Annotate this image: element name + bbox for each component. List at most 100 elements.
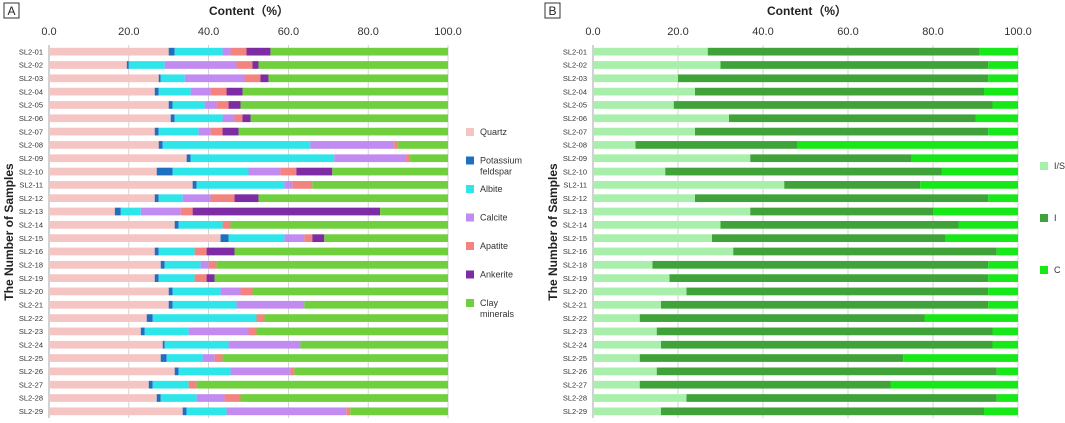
panel-b-bar-i-s — [593, 287, 687, 296]
panel-a-bar-potassium-feldspar — [154, 87, 159, 96]
panel-b-bar-c — [988, 194, 1018, 203]
panel-b-bar-i-s — [593, 207, 751, 216]
panel-a-bar-potassium-feldspar — [140, 327, 145, 336]
panel-a-bar-ankerite — [226, 87, 243, 96]
panel-a-bar-clay-minerals — [332, 167, 448, 176]
panel-b-category-label: SL2-25 — [563, 354, 587, 363]
panel-a-bar-clay-minerals — [250, 114, 448, 123]
panel-a-bar-albite — [196, 181, 285, 189]
panel-a-bar-potassium-feldspar — [174, 220, 179, 229]
panel-a-bar-potassium-feldspar — [186, 154, 191, 163]
panel-a-bar-apatite — [208, 260, 217, 269]
panel-a-bar-calcite — [284, 234, 305, 243]
panel-b-bar-i-s — [593, 394, 687, 402]
panel-a-bar-potassium-feldspar — [156, 167, 173, 176]
panel-a-category-label: SL2-18 — [19, 261, 43, 270]
panel-a-bar-ankerite — [246, 47, 271, 56]
panel-a-bar-quartz — [49, 234, 221, 243]
panel-a-bar-calcite — [222, 114, 235, 123]
panel-a-legend-label-apatite: Apatite — [480, 241, 508, 251]
panel-a-category-label: SL2-10 — [19, 167, 43, 176]
panel-b-bar-i — [686, 394, 997, 402]
panel-b-bar-i — [635, 141, 797, 149]
panel-a-bar-quartz — [49, 274, 155, 282]
panel-b-bar-i — [673, 101, 993, 109]
panel-a-category-label: SL2-08 — [19, 141, 43, 150]
legend-label-line: feldspar — [480, 167, 512, 177]
panel-a-bar-potassium-feldspar — [126, 61, 129, 69]
panel-a-bar-potassium-feldspar — [168, 47, 175, 56]
panel-b-bar-i — [784, 181, 921, 189]
panel-b-label: B — [548, 4, 556, 18]
panel-a-category-label: SL2-21 — [19, 300, 43, 309]
panel-b-x-tick-label: 20.0 — [667, 26, 688, 38]
panel-a-bar-quartz — [49, 141, 159, 149]
panel-b-category-label: SL2-14 — [563, 221, 587, 230]
panel-a-bar-clay-minerals — [252, 287, 448, 296]
panel-b-x-axis-title: Content（%） — [767, 3, 847, 18]
panel-a-bar-albite — [178, 220, 223, 229]
panel-a-bar-clay-minerals — [324, 234, 448, 243]
panel-b-bar-c — [903, 354, 1018, 362]
panel-a: A Content（%） The Number of Samples 0.0 20… — [2, 2, 522, 418]
panel-a-bar-quartz — [49, 340, 163, 349]
panel-a-bar-clay-minerals — [350, 407, 448, 416]
panel-a-category-label: SL2-20 — [19, 287, 43, 296]
panel-b-category-label: SL2-28 — [563, 394, 587, 403]
panel-b-bar-i — [652, 260, 989, 269]
panel-b-bar-i-s — [593, 247, 734, 256]
panel-b-bar-c — [797, 141, 1018, 149]
panel-a-bar-clay-minerals — [294, 367, 448, 376]
panel-a-bar-apatite — [394, 141, 399, 149]
panel-b-category-label: SL2-04 — [563, 87, 587, 96]
panel-a-bar-albite — [178, 367, 231, 376]
panel-b-category-label: SL2-03 — [563, 74, 587, 83]
panel-a-bar-calcite — [334, 154, 407, 163]
panel-a-bar-apatite — [194, 247, 207, 256]
panel-a-bar-quartz — [49, 87, 155, 96]
panel-b-category-label: SL2-09 — [563, 154, 587, 163]
panel-a-category-label: SL2-12 — [19, 194, 43, 203]
panel-a-legend-swatch-apatite — [466, 242, 474, 250]
panel-a-bar-quartz — [49, 394, 157, 402]
panel-b-bar-c — [920, 181, 1018, 189]
panel-a-bar-apatite — [406, 154, 411, 163]
panel-b-bar-i-s — [593, 154, 751, 163]
panel-a-category-label: SL2-06 — [19, 114, 43, 123]
panel-b-bar-c — [924, 314, 1018, 322]
panel-b-bar-i — [695, 194, 989, 203]
panel-b-x-tick-label: 100.0 — [1004, 26, 1032, 38]
panel-a-bar-albite — [152, 314, 257, 322]
panel-b-bar-i-s — [593, 101, 674, 109]
panel-a-category-label: SL2-27 — [19, 380, 43, 389]
panel-a-bar-apatite — [256, 314, 265, 322]
panel-b-category-label: SL2-06 — [563, 114, 587, 123]
panel-a-category-label: SL2-03 — [19, 74, 43, 83]
panel-a-bar-albite — [186, 407, 227, 416]
panel-a-bar-clay-minerals — [258, 194, 448, 203]
panel-a-bar-quartz — [49, 114, 171, 123]
panel-a-bar-albite — [172, 287, 221, 296]
panel-b-bar-c — [992, 340, 1018, 349]
panel-a-bar-albite — [172, 300, 237, 309]
panel-b-bar-c — [996, 367, 1018, 376]
panel-b-bar-i — [750, 154, 912, 163]
panel-a-category-label: SL2-16 — [19, 247, 43, 256]
panel-b-category-label: SL2-10 — [563, 167, 587, 176]
panel-a-bar-potassium-feldspar — [154, 127, 159, 136]
panel-b-categories: SL2-01 SL2-02 SL2-03 SL2-04 SL2-05 SL2-06 SL2-… — [563, 47, 587, 416]
panel-b-bar-i — [639, 354, 904, 362]
panel-a-bar-potassium-feldspar — [154, 194, 159, 203]
panel-a-x-axis-title: Content（%） — [209, 3, 289, 18]
panel-a-bar-potassium-feldspar — [192, 181, 197, 189]
panel-a-bar-albite — [128, 61, 165, 69]
panel-b-category-label: SL2-24 — [563, 340, 587, 349]
panel-a-bar-albite — [152, 380, 189, 389]
panel-a-bar-quartz — [49, 354, 161, 362]
panel-a-y-axis-title: The Number of Samples — [2, 163, 16, 301]
panel-a-bar-ankerite — [206, 274, 215, 282]
panel-b-category-label: SL2-29 — [563, 407, 587, 416]
panel-a-bar-albite — [228, 234, 285, 243]
panel-b-bar-c — [933, 207, 1018, 216]
panel-a-legend: Quartz Potassium feldspar Albite Calcite Apat… — [466, 127, 522, 319]
